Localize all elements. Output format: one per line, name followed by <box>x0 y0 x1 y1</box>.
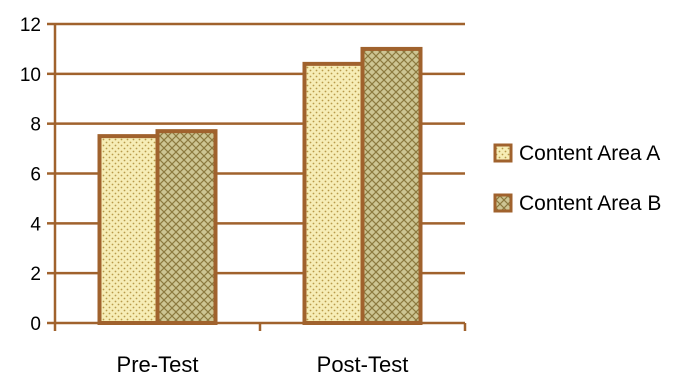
y-tick-label: 8 <box>30 115 41 136</box>
bar-post-test-series-1 <box>302 61 365 325</box>
bar-post-test-series-2 <box>360 46 423 326</box>
y-tick-label: 2 <box>30 264 41 285</box>
y-tick-label: 10 <box>20 65 41 86</box>
legend: Content Area A Content Area B <box>493 142 661 215</box>
y-tick-label: 0 <box>30 314 41 335</box>
bars <box>97 46 423 326</box>
y-tick-label: 6 <box>30 165 41 186</box>
x-category-label: Post-Test <box>317 352 409 377</box>
legend-swatch <box>493 193 513 213</box>
bar-pre-test-series-1 <box>97 134 160 325</box>
x-category-label: Pre-Test <box>117 352 199 377</box>
y-tick-label: 12 <box>20 15 41 36</box>
y-tick-label: 4 <box>30 214 41 235</box>
axes <box>47 22 467 331</box>
legend-swatch <box>493 143 513 163</box>
legend-label: Content Area A <box>519 142 660 165</box>
tick-labels: 0 2 4 6 8 10 12 Pre-Test Post-Test <box>20 15 408 377</box>
legend-label: Content Area B <box>519 192 661 215</box>
bar-pre-test-series-2 <box>155 129 218 325</box>
